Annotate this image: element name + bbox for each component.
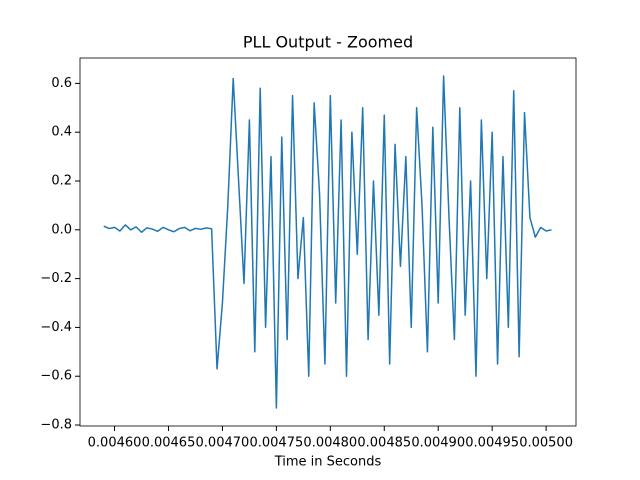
y-tick-label: −0.6	[40, 369, 72, 384]
y-tick-label: 0.4	[51, 125, 72, 140]
data-line	[103, 75, 552, 409]
y-tick-label: 0.0	[51, 222, 72, 237]
x-tick-label: 0.00500	[519, 436, 573, 451]
y-tick-label: −0.2	[40, 271, 72, 286]
x-tick-label: 0.00475	[249, 436, 303, 451]
x-tick-label: 0.00495	[465, 436, 519, 451]
y-tick-label: −0.8	[40, 418, 72, 433]
x-tick-label: 0.00465	[142, 436, 196, 451]
x-tick-label: 0.00460	[88, 436, 142, 451]
chart-title: PLL Output - Zoomed	[243, 33, 413, 52]
y-tick-label: 0.2	[51, 173, 72, 188]
x-axis-label: Time in Seconds	[274, 455, 382, 470]
x-tick-label: 0.00490	[411, 436, 465, 451]
y-tick-label: −0.4	[40, 320, 72, 335]
axes-frame	[79, 57, 577, 427]
x-tick-label: 0.00470	[196, 436, 250, 451]
x-tick-label: 0.00480	[303, 436, 357, 451]
x-tick-label: 0.00485	[357, 436, 411, 451]
y-tick-label: 0.6	[51, 76, 72, 91]
